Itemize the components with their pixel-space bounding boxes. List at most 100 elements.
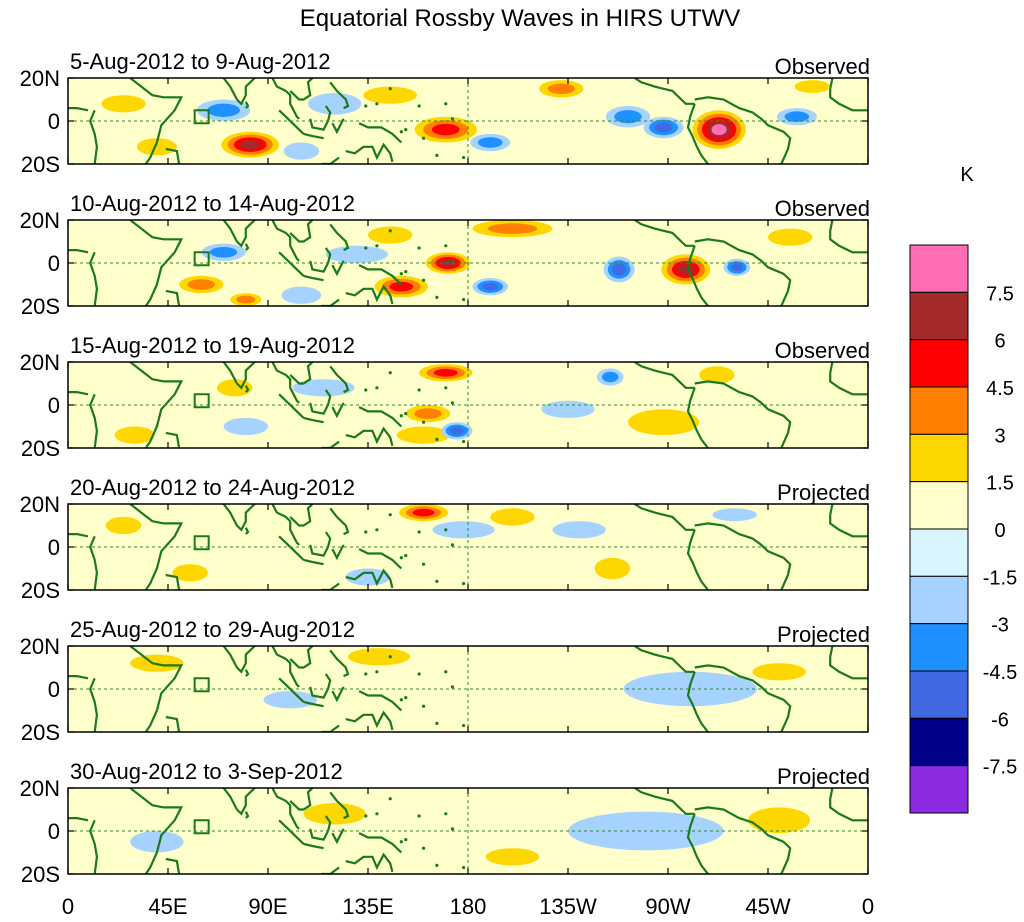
island bbox=[450, 401, 455, 405]
colorbar-label: 1.5 bbox=[986, 473, 1014, 495]
anomaly-contour bbox=[677, 264, 695, 275]
anomaly-contour bbox=[487, 223, 538, 234]
x-tick-label: 45E bbox=[148, 894, 187, 919]
indian-ocean-box-marker bbox=[193, 677, 210, 693]
island bbox=[444, 102, 448, 106]
y-tick-label: 0 bbox=[48, 393, 60, 418]
coastline bbox=[321, 724, 340, 732]
island bbox=[388, 371, 392, 375]
coastline bbox=[345, 568, 394, 589]
coastline bbox=[289, 788, 314, 811]
colorbar-label: 6 bbox=[994, 331, 1005, 353]
anomaly-contour bbox=[794, 80, 831, 94]
anomaly-contour bbox=[784, 111, 810, 122]
colorbar-label: -7.5 bbox=[983, 757, 1017, 779]
coastline bbox=[289, 78, 314, 101]
coastline bbox=[694, 380, 792, 448]
coastline bbox=[634, 362, 695, 389]
island bbox=[421, 278, 426, 282]
coastline bbox=[68, 816, 89, 822]
coastline bbox=[289, 220, 314, 243]
island bbox=[444, 386, 448, 390]
coastline bbox=[634, 220, 695, 247]
indian-ocean-box-marker bbox=[193, 535, 210, 551]
anomaly-contour bbox=[485, 848, 540, 866]
coastline bbox=[829, 78, 834, 90]
coastline bbox=[303, 842, 324, 850]
y-tick-label: 20N bbox=[20, 66, 60, 91]
coastline bbox=[829, 646, 834, 658]
island bbox=[450, 685, 455, 689]
panel-status-label: Observed bbox=[775, 196, 870, 221]
colorbar-label: 7.5 bbox=[986, 283, 1014, 305]
island bbox=[417, 530, 421, 534]
coastline bbox=[309, 673, 332, 699]
y-tick-label: 20N bbox=[20, 776, 60, 801]
coastline bbox=[829, 372, 868, 396]
anomaly-contour bbox=[482, 282, 499, 291]
anomaly-contour bbox=[236, 295, 256, 304]
coastline bbox=[331, 828, 345, 845]
colorbar-swatch bbox=[909, 765, 969, 814]
y-tick-label: 20N bbox=[20, 492, 60, 517]
coastline bbox=[345, 852, 394, 873]
anomaly-contour bbox=[368, 226, 413, 244]
island bbox=[444, 244, 448, 248]
island bbox=[364, 672, 368, 676]
island bbox=[404, 412, 408, 416]
coastline bbox=[194, 78, 256, 106]
coastline bbox=[129, 504, 184, 590]
y-tick-label: 20S bbox=[21, 152, 60, 177]
anomaly-contour bbox=[449, 426, 464, 435]
anomaly-contour bbox=[130, 831, 184, 853]
coastline bbox=[129, 646, 184, 732]
y-tick-label: 0 bbox=[48, 535, 60, 560]
coastline bbox=[686, 813, 709, 874]
anomaly-contour bbox=[303, 803, 366, 825]
coastline bbox=[271, 788, 300, 830]
coastline bbox=[129, 78, 184, 164]
coastline bbox=[244, 527, 250, 535]
panel-map-area bbox=[68, 220, 868, 306]
coastline bbox=[89, 251, 99, 306]
coastline bbox=[129, 788, 184, 874]
coastline bbox=[358, 832, 403, 854]
island bbox=[461, 155, 466, 160]
anomaly-contour bbox=[389, 281, 414, 292]
coastline bbox=[165, 715, 181, 732]
x-tick-label: 135E bbox=[342, 894, 393, 919]
coastline bbox=[634, 646, 695, 673]
coastline bbox=[68, 249, 89, 254]
coastline bbox=[694, 522, 792, 590]
coastline bbox=[303, 700, 324, 708]
coastline bbox=[321, 156, 340, 164]
x-tick-label: 135W bbox=[539, 894, 597, 919]
island bbox=[435, 437, 439, 441]
indian-ocean-box-marker bbox=[193, 819, 210, 835]
colorbar-swatch bbox=[909, 339, 969, 388]
coastline bbox=[829, 798, 868, 822]
island bbox=[461, 723, 466, 728]
coastline bbox=[329, 507, 350, 536]
island bbox=[444, 812, 448, 816]
anomaly-contour bbox=[432, 521, 495, 539]
panel-status-label: Observed bbox=[775, 338, 870, 363]
coastline bbox=[686, 387, 709, 448]
coastline bbox=[289, 362, 314, 385]
island bbox=[435, 295, 439, 299]
anomaly-contour bbox=[114, 426, 155, 444]
island bbox=[399, 556, 403, 560]
island bbox=[388, 513, 392, 517]
panel-period-label: 25-Aug-2012 to 29-Aug-2012 bbox=[70, 617, 355, 642]
island bbox=[435, 579, 439, 584]
anomaly-contour bbox=[136, 138, 177, 156]
island bbox=[375, 528, 379, 532]
y-tick-label: 0 bbox=[48, 677, 60, 702]
colorbar-label: -3 bbox=[991, 615, 1009, 637]
island bbox=[375, 812, 379, 816]
coastline bbox=[331, 402, 345, 419]
coastline bbox=[194, 788, 256, 816]
coastline bbox=[129, 362, 184, 448]
coastline bbox=[309, 389, 332, 415]
island bbox=[435, 153, 439, 157]
